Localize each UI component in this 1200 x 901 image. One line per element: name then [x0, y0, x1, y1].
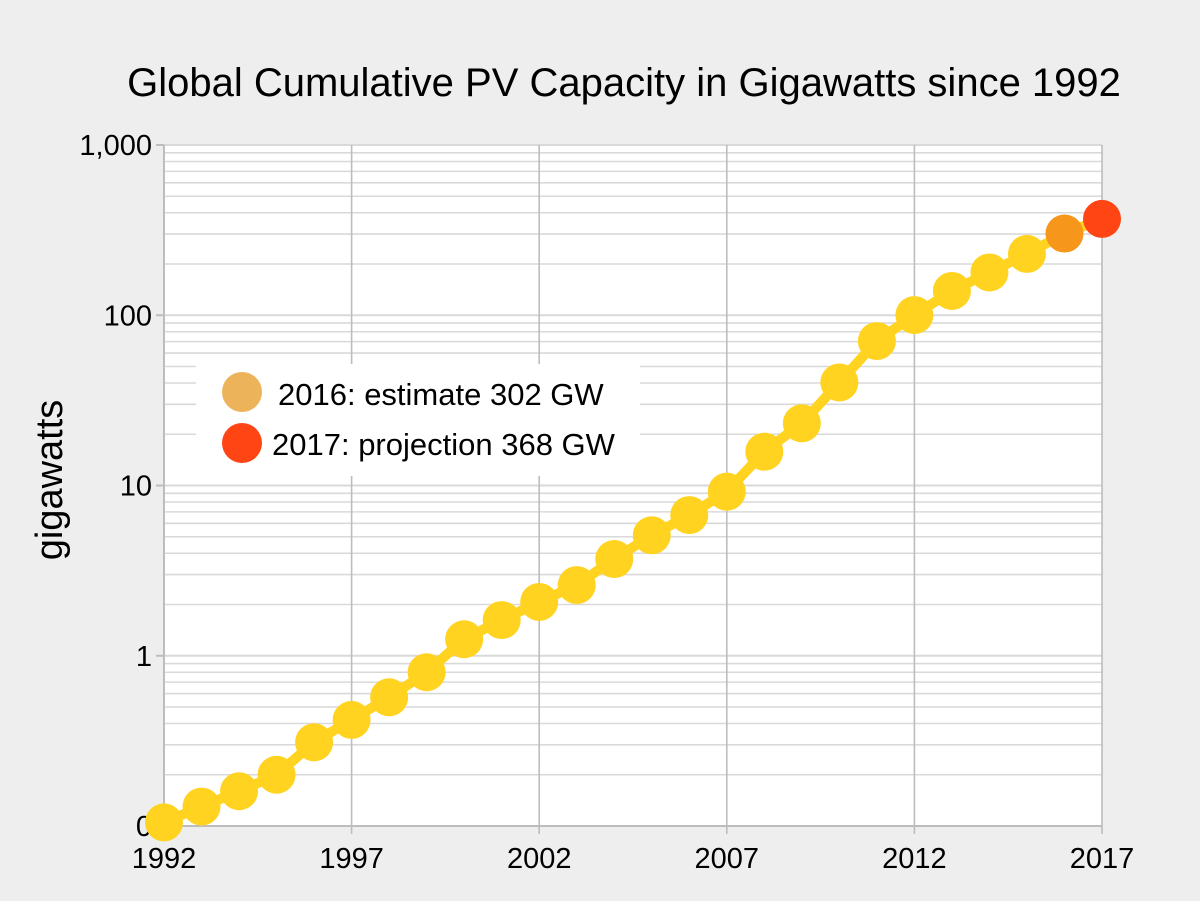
legend-estimate-marker	[222, 372, 262, 412]
y-axis-label: gigawatts	[29, 400, 71, 561]
legend-projection-label: 2017: projection 368 GW	[272, 427, 616, 462]
data-point	[782, 404, 821, 443]
data-point	[932, 271, 971, 310]
estimate-data-point	[1045, 214, 1084, 253]
data-point	[407, 653, 446, 692]
data-point	[970, 253, 1009, 292]
data-point	[520, 582, 559, 621]
data-point	[1007, 234, 1046, 273]
x-tick-label: 2017	[1070, 843, 1135, 875]
data-point	[595, 540, 634, 579]
data-point	[482, 601, 521, 640]
legend-estimate-label: 2016: estimate 302 GW	[278, 377, 604, 412]
data-point	[670, 496, 709, 535]
data-point	[445, 620, 484, 659]
chart-title: Global Cumulative PV Capacity in Gigawat…	[127, 61, 1121, 105]
legend-projection-marker	[222, 423, 262, 463]
data-point	[182, 787, 221, 826]
x-tick-label: 1997	[319, 843, 384, 875]
data-point	[632, 516, 671, 555]
data-point	[820, 363, 859, 402]
data-point	[857, 322, 896, 361]
x-tick-label: 2007	[695, 843, 760, 875]
data-point	[295, 723, 334, 762]
y-tick-label: 1	[136, 641, 152, 673]
legend: 2016: estimate 302 GW 2017: projection 3…	[196, 364, 640, 476]
projection-data-point	[1083, 199, 1121, 238]
x-tick-label: 2002	[507, 843, 572, 875]
data-point	[145, 803, 183, 842]
x-tick-label: 2012	[882, 843, 947, 875]
data-point	[895, 296, 934, 335]
data-point	[220, 772, 259, 811]
data-point	[557, 566, 596, 605]
data-point	[745, 432, 784, 471]
y-tick-label: 1,000	[79, 130, 152, 162]
x-tick-label: 1992	[132, 843, 197, 875]
data-point	[707, 472, 746, 511]
data-point	[332, 700, 371, 739]
y-tick-label: 100	[104, 300, 152, 332]
data-points	[145, 199, 1121, 842]
y-tick-label: 10	[120, 471, 152, 503]
data-point	[257, 755, 296, 794]
data-point	[370, 678, 409, 717]
legend-box	[196, 364, 640, 476]
